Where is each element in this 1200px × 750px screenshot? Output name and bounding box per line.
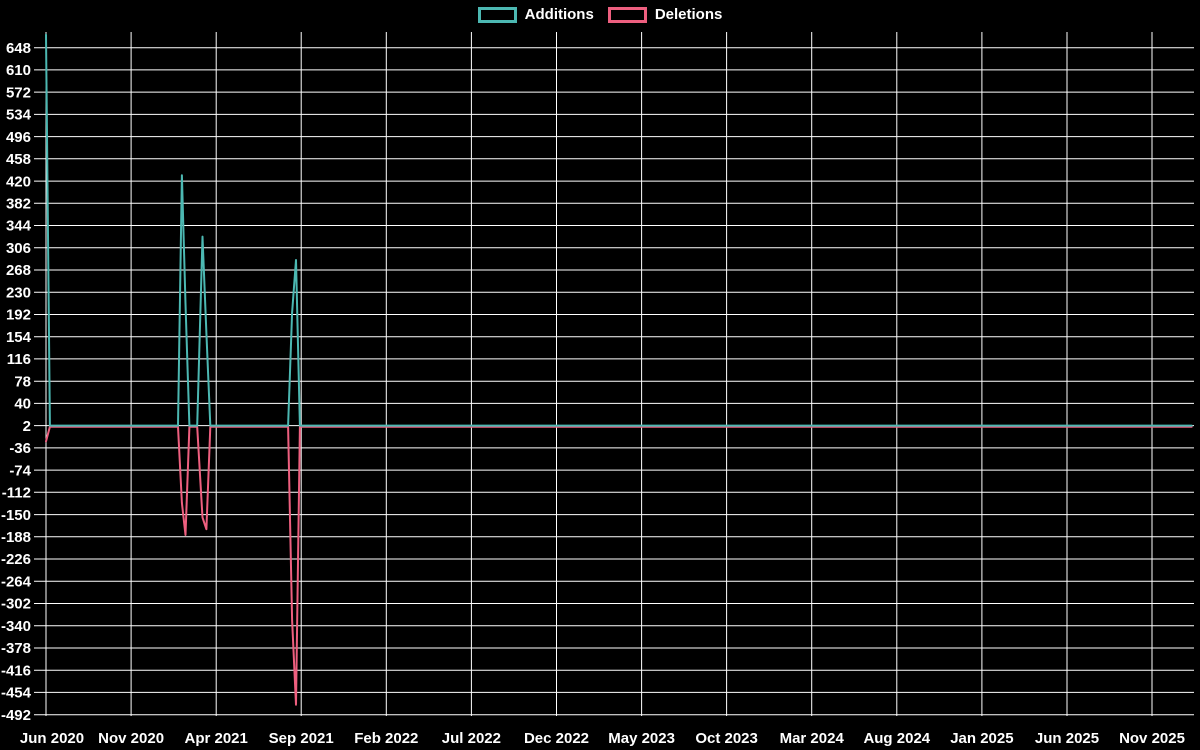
- x-tick-label: Mar 2024: [780, 730, 845, 747]
- y-tick-label: 458: [6, 151, 31, 168]
- y-tick-label: 230: [6, 284, 31, 301]
- y-tick-label: 306: [6, 240, 31, 257]
- y-tick-label: 116: [7, 351, 31, 368]
- y-tick-label: -36: [9, 440, 31, 457]
- x-tick-label: Nov 2020: [98, 730, 164, 747]
- y-tick-label: -340: [1, 618, 31, 635]
- x-tick-label: Feb 2022: [354, 730, 418, 747]
- y-tick-label: -112: [2, 485, 31, 502]
- deletions-legend-swatch-icon: [607, 6, 647, 23]
- x-axis-labels: Jun 2020 Nov 2020 Apr 2021 Sep 2021 Feb 2022…: [20, 730, 1185, 747]
- legend-item-additions[interactable]: Additions: [477, 6, 594, 23]
- y-tick-label: 344: [6, 218, 32, 235]
- y-tick-label: -492: [1, 707, 31, 724]
- y-tick-label: -264: [1, 574, 32, 591]
- y-tick-label: -454: [1, 685, 32, 702]
- y-tick-label: 154: [6, 329, 32, 346]
- y-tick-label: -74: [9, 462, 31, 479]
- y-tick-label: 572: [6, 84, 31, 101]
- y-tick-label: 534: [6, 107, 32, 124]
- legend-item-deletions[interactable]: Deletions: [607, 6, 723, 23]
- deletions-legend-label: Deletions: [654, 6, 723, 23]
- x-tick-label: Oct 2023: [695, 730, 758, 747]
- x-tick-label: Jul 2022: [442, 730, 501, 747]
- y-tick-label: 40: [14, 396, 31, 413]
- y-tick-label: -302: [1, 596, 31, 613]
- y-tick-label: -226: [1, 551, 31, 568]
- y-tick-label: 420: [6, 173, 31, 190]
- deletions-line: [45, 425, 1193, 706]
- additions-line: [45, 33, 1193, 427]
- y-axis-labels: 648 610 572 534 496 458 420 382 344 306 268 230 192 1…: [1, 40, 32, 724]
- y-tick-label: -188: [1, 529, 31, 546]
- x-tick-label: Aug 2024: [863, 730, 930, 747]
- legend: Additions Deletions: [0, 6, 1200, 23]
- x-tick-label: Jun 2025: [1035, 730, 1099, 747]
- x-tick-label: Jan 2025: [950, 730, 1013, 747]
- x-tick-label: May 2023: [608, 730, 675, 747]
- x-gridlines: [45, 32, 1153, 716]
- y-tick-label: 78: [14, 373, 31, 390]
- y-tick-label: 610: [6, 62, 31, 79]
- y-tick-label: 648: [6, 40, 31, 57]
- y-tick-label: -378: [1, 640, 31, 657]
- x-tick-label: Sep 2021: [269, 730, 334, 747]
- y-tick-label: 2: [23, 418, 31, 435]
- x-tick-label: Dec 2022: [524, 730, 589, 747]
- y-tick-label: -150: [1, 507, 31, 524]
- y-tick-label: 382: [6, 196, 31, 213]
- y-tick-label: 496: [6, 129, 31, 146]
- x-tick-label: Nov 2025: [1119, 730, 1185, 747]
- additions-legend-swatch-icon: [477, 6, 517, 23]
- y-tick-label: -416: [1, 662, 31, 679]
- additions-legend-label: Additions: [524, 6, 594, 23]
- y-tick-label: 192: [6, 307, 31, 324]
- x-tick-label: Apr 2021: [185, 730, 248, 747]
- y-tick-label: 268: [6, 262, 31, 279]
- x-tick-label: Jun 2020: [20, 730, 84, 747]
